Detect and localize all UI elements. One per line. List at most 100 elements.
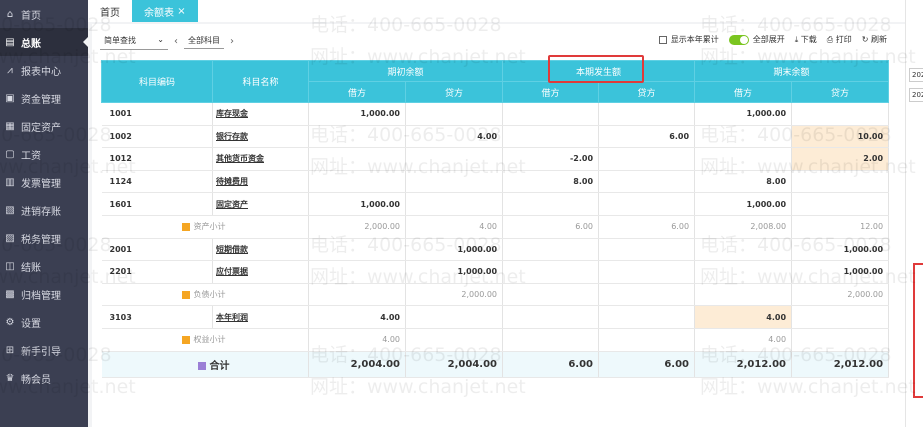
balance-table: 科目编码 科目名称 期初余额 本期发生额 期末余额 借方 贷方 借方 贷方 借方…: [101, 60, 890, 378]
sidebar-item[interactable]: ⊞ 新手引导: [0, 336, 88, 364]
header-closing: 期末余额: [694, 60, 890, 82]
collapse-icon[interactable]: [181, 290, 190, 299]
simple-search-select[interactable]: 简单查找 ⌄: [100, 32, 168, 50]
cell-code: 1001: [101, 102, 213, 126]
annotation-box: [913, 263, 923, 398]
sidebar-item[interactable]: ⚙ 设置: [0, 308, 88, 336]
sidebar-item[interactable]: ◫ 结账: [0, 252, 88, 280]
next-icon[interactable]: ›: [230, 35, 234, 47]
cell-name-link[interactable]: 库存现金: [212, 102, 309, 126]
cell-name-link[interactable]: 其他货币资金: [212, 147, 309, 171]
sidebar-item[interactable]: ⩘ 报表中心: [0, 56, 88, 84]
cell-amount: [598, 283, 696, 307]
cell-amount: [308, 125, 406, 149]
date-input[interactable]: 202: [909, 88, 923, 102]
tax-icon: ▨: [5, 232, 15, 244]
toolbar: 简单查找 ⌄ ‹ 全部科目 › 显示本年累计 全部展开 ⤓ 下载 ⎙ 打印 ↻ 刷…: [100, 30, 905, 52]
sidebar: ⌂ 首页 ▤ 总账 ⩘ 报表中心 ▣ 资金管理 ▦ 固定资产 ▢ 工资 ▥ 发票管理 ▧ 进销存账 ▨ 税务管理 ◫…: [0, 0, 88, 427]
cell-name-link[interactable]: 短期借款: [212, 238, 309, 262]
close-icon[interactable]: ×: [177, 5, 186, 17]
sidebar-item[interactable]: ▤ 总账: [0, 28, 88, 56]
cell-amount: 4.00: [694, 305, 793, 329]
cell-amount: [598, 260, 696, 284]
header-debit: 借方: [308, 81, 406, 103]
sidebar-item-label: 进销存账: [21, 206, 61, 218]
table-row: 1002 银行存款 4.00 6.00 10.00: [101, 125, 890, 149]
cell-subtotal-label: 资产小计: [101, 215, 309, 239]
cell-amount: [502, 125, 600, 149]
cell-amount: 4.00: [308, 305, 406, 329]
main: 首页 余额表 × 简单查找 ⌄ ‹ 全部科目 › 显示本年累计 全部展开 ⤓ 下载…: [88, 0, 923, 427]
all-subjects-button[interactable]: 全部科目: [184, 33, 224, 49]
inventory-icon: ▧: [5, 204, 15, 216]
refresh-button[interactable]: ↻ 刷新: [862, 34, 887, 45]
toggle-icon: [728, 34, 749, 45]
button-label: 打印: [835, 35, 852, 44]
collapse-icon[interactable]: [181, 335, 190, 344]
cell-name-link[interactable]: 本年利润: [212, 305, 309, 329]
sidebar-item[interactable]: ▢ 工资: [0, 140, 88, 168]
cell-name-link[interactable]: 银行存款: [212, 125, 309, 149]
tab-balance-sheet[interactable]: 余额表 ×: [132, 0, 198, 22]
cell-subtotal-label: 合计: [101, 351, 309, 378]
checkbox-icon: [658, 35, 667, 44]
cell-subtotal-label: 权益小计: [101, 328, 309, 352]
cell-name-link[interactable]: 应付票据: [212, 260, 309, 284]
show-year-checkbox[interactable]: 显示本年累计: [658, 34, 719, 45]
cell-code: 1002: [101, 125, 213, 149]
tab-home[interactable]: 首页: [88, 0, 132, 22]
header-period: 本期发生额: [502, 60, 696, 82]
sidebar-item[interactable]: ▨ 税务管理: [0, 224, 88, 252]
download-button[interactable]: ⤓ 下载: [795, 34, 817, 45]
sidebar-item-label: 报表中心: [21, 66, 61, 78]
cell-amount: 2,000.00: [405, 283, 504, 307]
cell-amount: [502, 238, 600, 262]
cell-name-link[interactable]: 固定资产: [212, 192, 309, 216]
cell-amount: [405, 328, 504, 352]
expand-all-toggle[interactable]: 全部展开: [728, 34, 785, 45]
cell-name-link[interactable]: 待摊费用: [212, 170, 309, 194]
table-row: 2201 应付票据 1,000.00 1,000.00: [101, 260, 890, 284]
cell-subtotal-label: 负债小计: [101, 283, 309, 307]
sidebar-item-label: 结账: [21, 262, 41, 274]
cell-code: 1124: [101, 170, 213, 194]
cell-amount: [598, 238, 696, 262]
sidebar-item[interactable]: ♛ 畅会员: [0, 364, 88, 392]
cell-amount: 1,000.00: [405, 260, 504, 284]
collapse-icon[interactable]: [181, 222, 190, 231]
cell-amount: 1,000.00: [791, 260, 890, 284]
header-name: 科目名称: [212, 60, 309, 103]
cell-amount: [405, 170, 504, 194]
table-row: 3103 本年利润 4.00 4.00: [101, 305, 890, 329]
checkbox-label: 显示本年累计: [670, 35, 719, 44]
sidebar-item-label: 设置: [21, 318, 41, 330]
cell-amount: [308, 260, 406, 284]
cell-amount: [308, 170, 406, 194]
cell-amount: [791, 192, 890, 216]
right-panel: 202 202: [905, 0, 923, 427]
label-text: 权益小计: [193, 335, 226, 345]
sidebar-item[interactable]: ▩ 归档管理: [0, 280, 88, 308]
date-input[interactable]: 202: [909, 68, 923, 82]
cell-amount: 4.00: [308, 328, 406, 352]
collapse-icon[interactable]: [197, 361, 206, 370]
cell-amount: 4.00: [405, 125, 504, 149]
cell-amount: [598, 305, 696, 329]
sidebar-item[interactable]: ▧ 进销存账: [0, 196, 88, 224]
salary-icon: ▢: [5, 148, 15, 160]
cell-amount: [308, 238, 406, 262]
cell-code: 1012: [101, 147, 213, 171]
header-debit: 借方: [694, 81, 793, 103]
cell-amount: 6.00: [598, 351, 696, 378]
prev-icon[interactable]: ‹: [174, 35, 178, 47]
sidebar-item[interactable]: ▦ 固定资产: [0, 112, 88, 140]
sidebar-item[interactable]: ▥ 发票管理: [0, 168, 88, 196]
cell-amount: 1,000.00: [308, 192, 406, 216]
print-button[interactable]: ⎙ 打印: [827, 34, 852, 45]
cell-amount: [308, 147, 406, 171]
sidebar-item[interactable]: ⌂ 首页: [0, 0, 88, 28]
cell-amount: 2,000.00: [308, 215, 406, 239]
sidebar-item[interactable]: ▣ 资金管理: [0, 84, 88, 112]
cell-code: 1601: [101, 192, 213, 216]
close-books-icon: ◫: [5, 260, 15, 272]
